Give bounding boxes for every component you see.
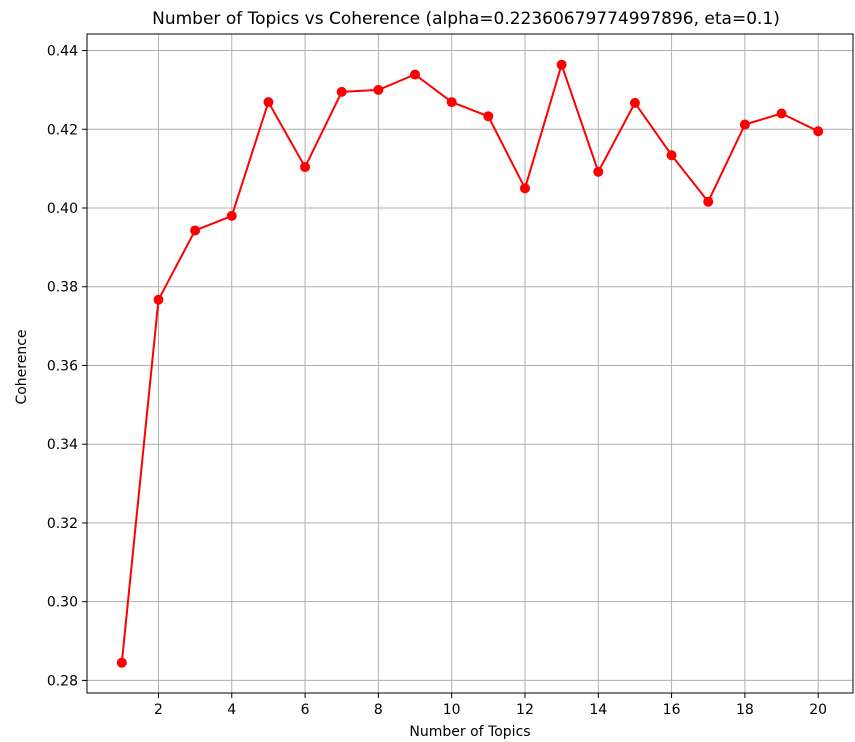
data-point — [629, 97, 640, 108]
y-ticks: 0.28 0.30 0.32 0.34 0.36 0.38 0.40 0.42 0.44 — [47, 44, 87, 689]
series-line — [120, 63, 819, 663]
data-point — [373, 84, 384, 95]
data-point — [116, 657, 127, 668]
x-tick-label: 20 — [809, 702, 827, 718]
data-point — [153, 294, 164, 305]
y-tick-label: 0.42 — [47, 122, 78, 138]
x-ticks: 2 4 6 8 10 12 14 16 18 20 — [154, 693, 827, 718]
x-tick-label: 2 — [154, 702, 163, 718]
data-point — [483, 111, 494, 122]
data-point — [519, 183, 530, 194]
x-tick-label: 4 — [227, 702, 236, 718]
y-tick-label: 0.36 — [47, 358, 78, 374]
y-axis-label: Coherence — [14, 329, 30, 404]
x-tick-label: 10 — [443, 702, 461, 718]
data-point — [593, 166, 604, 177]
y-tick-label: 0.40 — [47, 201, 78, 217]
data-point — [776, 108, 787, 119]
x-tick-label: 12 — [516, 702, 534, 718]
y-tick-label: 0.32 — [47, 516, 78, 532]
y-tick-label: 0.38 — [47, 280, 78, 296]
y-tick-label: 0.30 — [47, 595, 78, 611]
x-tick-label: 8 — [374, 702, 383, 718]
data-point — [703, 196, 714, 207]
x-tick-label: 18 — [736, 702, 754, 718]
y-tick-label: 0.34 — [47, 437, 78, 453]
data-point — [410, 69, 421, 80]
data-point — [556, 59, 567, 70]
data-point — [226, 210, 237, 221]
y-tick-label: 0.44 — [47, 44, 78, 60]
x-tick-label: 16 — [663, 702, 681, 718]
data-point — [263, 97, 274, 108]
data-point — [739, 119, 750, 130]
data-point — [666, 150, 677, 161]
x-tick-label: 14 — [589, 702, 607, 718]
data-point — [300, 162, 311, 173]
grid-lines — [87, 34, 853, 693]
y-tick-label: 0.28 — [47, 673, 78, 689]
series-layer — [116, 59, 824, 668]
data-point — [813, 126, 824, 137]
plot-frame — [86, 33, 854, 694]
data-point — [190, 225, 201, 236]
x-axis-label: Number of Topics — [409, 724, 530, 740]
data-point — [336, 86, 347, 97]
data-point — [446, 97, 457, 108]
chart-title: Number of Topics vs Coherence (alpha=0.2… — [152, 9, 780, 29]
x-tick-label: 6 — [301, 702, 310, 718]
